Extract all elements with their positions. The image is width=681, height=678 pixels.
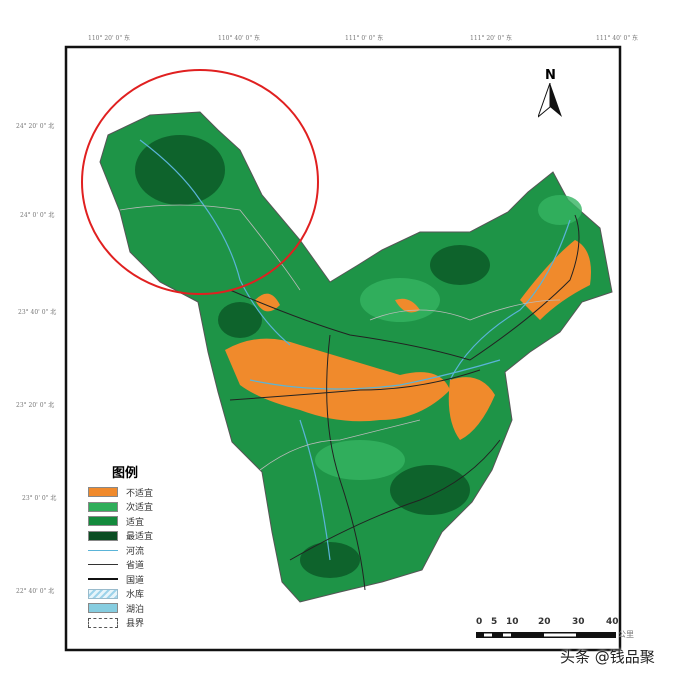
scale-bar: 0 5 10 20 30 40 公里 bbox=[476, 617, 634, 640]
legend-label: 县界 bbox=[126, 619, 145, 630]
legend-label: 不适宜 bbox=[126, 488, 154, 499]
map-frame bbox=[64, 45, 622, 652]
rivers bbox=[139, 139, 571, 561]
lon-label: 111° 20' 0" 东 bbox=[470, 35, 513, 42]
scale-bar-graphic bbox=[476, 631, 616, 638]
lat-label: 23° 20' 0" 北 bbox=[16, 402, 55, 409]
legend-label: 国道 bbox=[126, 575, 145, 586]
lat-label: 22° 40' 0" 北 bbox=[16, 588, 55, 595]
lat-label: 24° 0' 0" 北 bbox=[20, 212, 55, 219]
unsuitable-zones bbox=[225, 240, 591, 440]
legend-swatch bbox=[88, 487, 118, 498]
lat-label: 23° 0' 0" 北 bbox=[22, 495, 57, 502]
lat-label: 24° 20' 0" 北 bbox=[16, 123, 55, 130]
legend-title: 图例 bbox=[112, 466, 139, 481]
legend-swatch bbox=[88, 549, 118, 551]
legend-item: 国道 bbox=[88, 572, 198, 587]
county-boundaries bbox=[119, 204, 561, 471]
scale-tick: 40 bbox=[606, 617, 619, 627]
scale-tick: 20 bbox=[538, 617, 551, 627]
legend-item: 最适宜 bbox=[88, 529, 198, 544]
lon-label: 111° 40' 0" 东 bbox=[596, 35, 639, 42]
region-boundary bbox=[99, 111, 613, 603]
legend-swatch bbox=[88, 578, 118, 581]
legend-item: 河流 bbox=[88, 543, 198, 558]
north-arrow: N bbox=[536, 68, 562, 123]
legend-swatch bbox=[88, 516, 118, 527]
legend-swatch bbox=[88, 501, 118, 512]
scale-tick: 30 bbox=[572, 617, 585, 627]
legend-label: 适宜 bbox=[126, 517, 145, 528]
legend-item: 县界 bbox=[88, 616, 198, 631]
legend-item: 次适宜 bbox=[88, 500, 198, 515]
legend-item: 适宜 bbox=[88, 514, 198, 529]
lon-label: 111° 0' 0" 东 bbox=[345, 35, 384, 42]
legend-swatch bbox=[88, 564, 118, 566]
legend-item: 水库 bbox=[88, 587, 198, 602]
legend-label: 最适宜 bbox=[126, 532, 154, 543]
lat-label: 23° 40' 0" 北 bbox=[18, 309, 57, 316]
roads bbox=[229, 214, 580, 591]
legend-item: 省道 bbox=[88, 558, 198, 573]
lon-label: 110° 20' 0" 东 bbox=[88, 35, 131, 42]
legend-swatch bbox=[88, 617, 118, 628]
scale-tick: 0 bbox=[476, 617, 483, 627]
scale-tick: 5 bbox=[491, 617, 498, 627]
legend-swatch bbox=[88, 588, 118, 599]
highlight-circle bbox=[81, 69, 319, 295]
legend-label: 湖泊 bbox=[126, 604, 145, 615]
legend-swatch bbox=[88, 603, 118, 614]
legend: 图例 不适宜次适宜适宜最适宜河流省道国道水库湖泊县界 bbox=[88, 462, 198, 630]
watermark: 头条 @钱品聚 bbox=[560, 648, 655, 666]
legend-label: 次适宜 bbox=[126, 503, 154, 514]
legend-label: 省道 bbox=[126, 561, 145, 572]
lon-label: 110° 40' 0" 东 bbox=[218, 35, 261, 42]
legend-item: 不适宜 bbox=[88, 485, 198, 500]
scale-tick: 10 bbox=[506, 617, 519, 627]
north-arrow-icon bbox=[536, 82, 562, 119]
legend-swatch bbox=[88, 530, 118, 541]
scale-unit: 公里 bbox=[618, 630, 634, 639]
legend-label: 河流 bbox=[126, 546, 145, 557]
north-label: N bbox=[545, 68, 556, 83]
legend-label: 水库 bbox=[126, 590, 145, 601]
suitable-dark-zones bbox=[135, 135, 490, 578]
legend-item: 湖泊 bbox=[88, 601, 198, 616]
